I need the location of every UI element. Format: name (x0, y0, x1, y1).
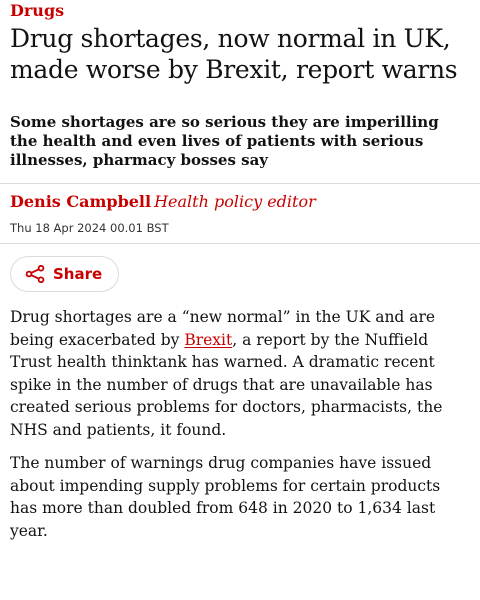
body-paragraph: The number of warnings drug companies ha… (10, 454, 441, 540)
standfirst: Some shortages are so serious they are i… (10, 113, 439, 169)
author-role: Health policy editor (154, 192, 316, 211)
divider (0, 183, 480, 184)
share-button[interactable]: Share (10, 256, 120, 292)
share-icon (25, 265, 45, 283)
share-label: Share (53, 265, 103, 283)
headline: Drug shortages, now normal in UK, made w… (10, 24, 458, 84)
brexit-link[interactable]: Brexit (184, 330, 233, 349)
publish-date: Thu 18 Apr 2024 00.01 BST (10, 221, 169, 235)
byline: Denis Campbell Health policy editor (10, 191, 470, 213)
author-link[interactable]: Denis Campbell (10, 192, 152, 211)
paragraph-text: Drug shortages are a “new normal” in the… (10, 308, 436, 349)
divider (0, 243, 480, 244)
body-paragraph: Drug shortages are a “new normal” in the… (10, 306, 470, 441)
section-kicker[interactable]: Drugs (10, 1, 65, 20)
paragraph-text: , a report by the Nuffield Trust health … (10, 330, 443, 439)
article: Drugs Drug shortages, now normal in UK, … (0, 1, 480, 540)
